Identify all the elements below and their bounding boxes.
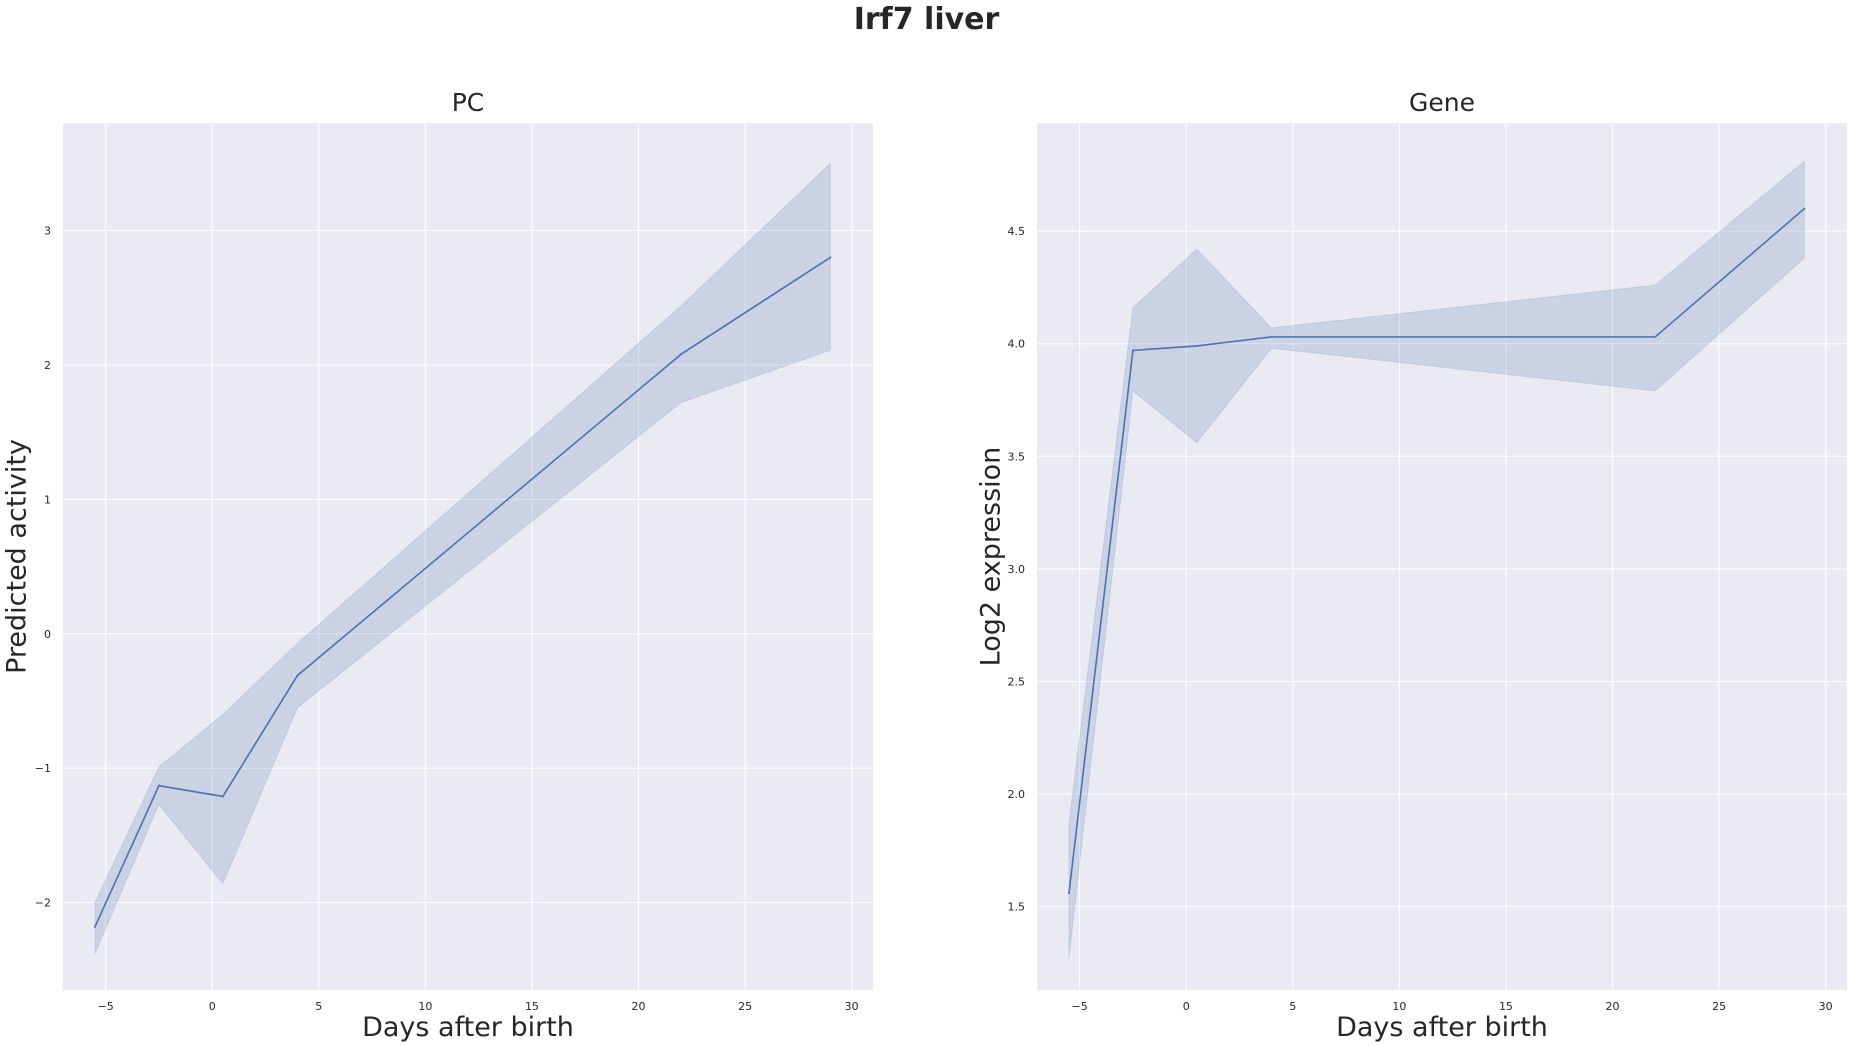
y-tick-label: 3.0 — [1008, 563, 1026, 576]
x-tick-label: −5 — [1072, 1000, 1088, 1013]
data-point-gene — [1654, 335, 1657, 338]
x-tick-label: 5 — [315, 1000, 322, 1013]
data-point-gene — [1067, 892, 1070, 895]
panel-title-pc: PC — [452, 88, 485, 117]
y-axis-label-gene: Log2 expression — [976, 447, 1007, 667]
data-point-pc — [680, 353, 683, 356]
x-axis-label-gene: Days after birth — [1336, 1012, 1548, 1043]
data-point-pc — [296, 674, 299, 677]
x-tick-label: 0 — [1183, 1000, 1190, 1013]
y-tick-label: 2.5 — [1008, 675, 1026, 688]
data-point-gene — [1195, 344, 1198, 347]
confidence-band-gene — [1068, 160, 1805, 959]
data-point-pc — [157, 784, 160, 787]
x-axis-label-pc: Days after birth — [362, 1012, 574, 1043]
plot-area-gene — [1037, 123, 1847, 990]
x-tick-label: −5 — [98, 1000, 114, 1013]
confidence-band-pc — [94, 162, 831, 954]
figure-title: Irf7 liver — [853, 2, 1000, 37]
data-point-pc — [829, 256, 832, 259]
y-tick-label: 4.0 — [1008, 338, 1026, 351]
y-tick-label: 3.5 — [1008, 450, 1026, 463]
y-tick-label: −2 — [35, 897, 51, 910]
data-point-pc — [221, 795, 224, 798]
series-line-pc — [94, 256, 831, 928]
x-tick-label: 25 — [1712, 1000, 1726, 1013]
x-tick-label: 30 — [1819, 1000, 1833, 1013]
x-tick-label: 10 — [1392, 1000, 1406, 1013]
x-tick-label: 5 — [1289, 1000, 1296, 1013]
plot-area-pc — [63, 123, 873, 990]
y-axis-label-pc: Predicted activity — [2, 439, 33, 674]
y-tick-label: 4.5 — [1008, 225, 1026, 238]
y-tick-label: 1.5 — [1008, 901, 1026, 914]
y-tick-label: 2 — [44, 359, 51, 372]
x-tick-label: 25 — [738, 1000, 752, 1013]
x-tick-label: 10 — [418, 1000, 432, 1013]
x-tick-label: 20 — [1606, 1000, 1620, 1013]
panel-gene: −5 0 5 10 15 20 25 30 1.5 2.0 2.5 3.0 3.5 4.0 4.5 Gene D… — [976, 88, 1847, 1043]
x-tick-label: 15 — [525, 1000, 539, 1013]
y-tick-label: 0 — [44, 628, 51, 641]
x-tick-label: 15 — [1499, 1000, 1513, 1013]
y-tick-label: 1 — [44, 493, 51, 506]
panel-pc: −5 0 5 10 15 20 25 30 −2 −1 0 1 2 3 PC Days after birth… — [2, 88, 873, 1043]
data-point-gene — [1131, 349, 1134, 352]
data-point-gene — [1270, 335, 1273, 338]
series-line-gene — [1068, 207, 1805, 894]
y-tick-label: 3 — [44, 225, 51, 238]
data-point-pc — [93, 925, 96, 928]
data-point-gene — [1803, 207, 1806, 210]
x-tick-label: 20 — [632, 1000, 646, 1013]
panel-title-gene: Gene — [1409, 88, 1475, 117]
x-tick-label: 0 — [209, 1000, 216, 1013]
y-tick-label: 2.0 — [1008, 788, 1026, 801]
x-tick-label: 30 — [845, 1000, 859, 1013]
y-tick-label: −1 — [35, 762, 51, 775]
